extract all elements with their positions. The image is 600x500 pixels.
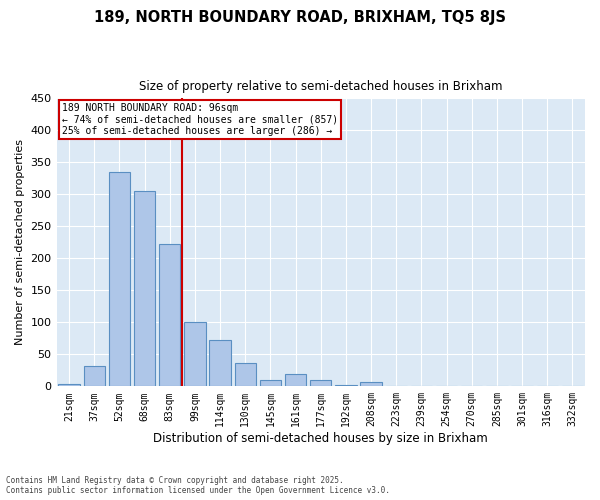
Bar: [285, 374, 307, 386]
Bar: [83, 366, 105, 386]
Bar: [235, 364, 256, 386]
Bar: [134, 191, 155, 386]
Text: 189, NORTH BOUNDARY ROAD, BRIXHAM, TQ5 8JS: 189, NORTH BOUNDARY ROAD, BRIXHAM, TQ5 8…: [94, 10, 506, 25]
Bar: [260, 380, 281, 386]
Y-axis label: Number of semi-detached properties: Number of semi-detached properties: [15, 140, 25, 346]
Bar: [335, 385, 356, 386]
Text: 189 NORTH BOUNDARY ROAD: 96sqm
← 74% of semi-detached houses are smaller (857)
2: 189 NORTH BOUNDARY ROAD: 96sqm ← 74% of …: [62, 102, 338, 136]
Bar: [109, 172, 130, 386]
Title: Size of property relative to semi-detached houses in Brixham: Size of property relative to semi-detach…: [139, 80, 503, 93]
Bar: [310, 380, 331, 386]
Bar: [209, 340, 231, 386]
Bar: [58, 384, 80, 386]
Bar: [361, 382, 382, 386]
Bar: [184, 322, 206, 386]
X-axis label: Distribution of semi-detached houses by size in Brixham: Distribution of semi-detached houses by …: [154, 432, 488, 445]
Text: Contains HM Land Registry data © Crown copyright and database right 2025.
Contai: Contains HM Land Registry data © Crown c…: [6, 476, 390, 495]
Bar: [159, 244, 181, 386]
